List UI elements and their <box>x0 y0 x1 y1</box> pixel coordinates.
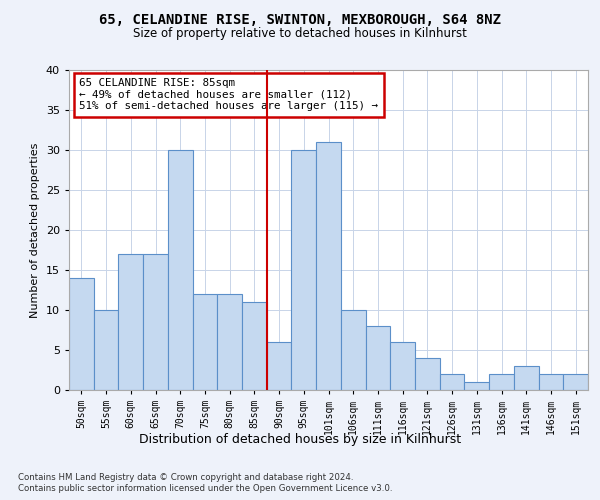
Y-axis label: Number of detached properties: Number of detached properties <box>30 142 40 318</box>
Bar <box>341 310 365 390</box>
Bar <box>440 374 464 390</box>
Bar <box>94 310 118 390</box>
Text: Contains HM Land Registry data © Crown copyright and database right 2024.: Contains HM Land Registry data © Crown c… <box>18 472 353 482</box>
Bar <box>316 142 341 390</box>
Bar <box>415 358 440 390</box>
Text: Size of property relative to detached houses in Kilnhurst: Size of property relative to detached ho… <box>133 28 467 40</box>
Bar <box>539 374 563 390</box>
Bar <box>69 278 94 390</box>
Bar <box>489 374 514 390</box>
Bar <box>118 254 143 390</box>
Bar <box>365 326 390 390</box>
Text: Contains public sector information licensed under the Open Government Licence v3: Contains public sector information licen… <box>18 484 392 493</box>
Bar <box>390 342 415 390</box>
Bar <box>464 382 489 390</box>
Bar <box>242 302 267 390</box>
Bar <box>217 294 242 390</box>
Bar <box>143 254 168 390</box>
Bar <box>168 150 193 390</box>
Text: 65 CELANDINE RISE: 85sqm
← 49% of detached houses are smaller (112)
51% of semi-: 65 CELANDINE RISE: 85sqm ← 49% of detach… <box>79 78 379 111</box>
Bar <box>193 294 217 390</box>
Text: Distribution of detached houses by size in Kilnhurst: Distribution of detached houses by size … <box>139 432 461 446</box>
Bar <box>267 342 292 390</box>
Bar <box>514 366 539 390</box>
Bar <box>563 374 588 390</box>
Bar <box>292 150 316 390</box>
Text: 65, CELANDINE RISE, SWINTON, MEXBOROUGH, S64 8NZ: 65, CELANDINE RISE, SWINTON, MEXBOROUGH,… <box>99 12 501 26</box>
